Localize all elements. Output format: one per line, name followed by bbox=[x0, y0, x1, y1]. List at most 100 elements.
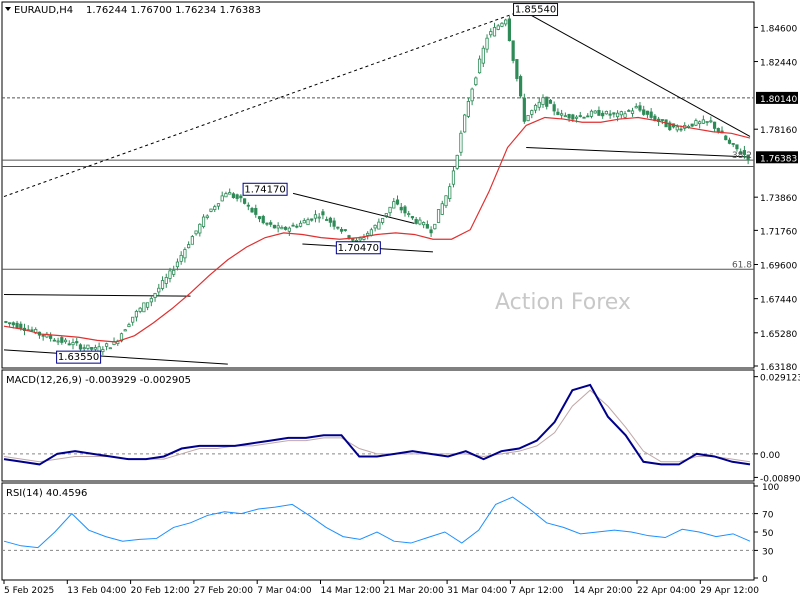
candle-body bbox=[373, 224, 377, 229]
macd-main-line bbox=[3, 383, 751, 466]
candle-body bbox=[388, 206, 392, 214]
candle-body bbox=[287, 227, 291, 232]
candle-body bbox=[146, 302, 150, 308]
candle-body bbox=[239, 195, 243, 199]
candle-body bbox=[49, 335, 53, 339]
candle-body bbox=[369, 229, 374, 236]
candle-body bbox=[608, 113, 612, 116]
dropdown-triangle-icon[interactable] bbox=[5, 7, 11, 11]
candle-body bbox=[78, 344, 83, 350]
price-tick-label: 1.69600 bbox=[760, 262, 797, 272]
rsi-tick-label: 100 bbox=[762, 483, 779, 493]
candle-body bbox=[731, 143, 735, 145]
time-axis: 5 Feb 2025 13 Feb 04:00 20 Feb 12:00 27 Feb… bbox=[3, 580, 759, 596]
candle-body bbox=[175, 261, 180, 268]
fibo-label: 38.2 bbox=[732, 151, 752, 161]
candle-body bbox=[422, 222, 426, 226]
moving-average-line bbox=[3, 116, 751, 343]
candle-body bbox=[451, 170, 456, 185]
candle-body bbox=[71, 342, 75, 346]
candle-body bbox=[645, 110, 650, 115]
candle-body bbox=[276, 225, 280, 229]
watermark: Action Forex bbox=[495, 290, 631, 315]
candle-body bbox=[313, 214, 318, 219]
candle-body bbox=[142, 302, 146, 313]
candle-body bbox=[709, 120, 713, 123]
price-tick-label: 1.82440 bbox=[760, 59, 797, 69]
swing-label-box bbox=[242, 182, 288, 196]
candle-body bbox=[377, 221, 381, 230]
candle-body bbox=[485, 37, 489, 50]
candle-body bbox=[261, 215, 265, 224]
candle-body bbox=[205, 215, 209, 218]
swing-label: 1.85540 bbox=[513, 3, 559, 17]
time-tick-label: 7 Mar 04:00 bbox=[257, 586, 312, 596]
candle-body bbox=[343, 229, 347, 231]
candle-body bbox=[160, 280, 165, 289]
trendline-2 bbox=[526, 147, 751, 158]
candle-body bbox=[574, 116, 579, 119]
price-tick-label: 1.67440 bbox=[760, 296, 797, 306]
candle-body bbox=[746, 154, 750, 161]
candle-body bbox=[104, 343, 109, 347]
candle-body bbox=[302, 220, 306, 224]
candle-body bbox=[15, 322, 19, 329]
candle-body bbox=[593, 110, 597, 114]
candle-body bbox=[354, 239, 359, 242]
candle-body bbox=[101, 349, 105, 353]
candle-body bbox=[563, 115, 567, 118]
candle-body bbox=[366, 232, 370, 236]
candle-body bbox=[627, 110, 631, 112]
macd-title: MACD(12,26,9) -0.003929 -0.002905 bbox=[6, 375, 191, 386]
level-tag-text: 1.80140 bbox=[760, 95, 797, 105]
candle-body bbox=[541, 97, 545, 105]
trendlines bbox=[3, 12, 751, 365]
swing-label: 1.70470 bbox=[335, 241, 381, 255]
candle-body bbox=[235, 194, 239, 199]
candle-body bbox=[198, 223, 202, 234]
candle-body bbox=[60, 337, 64, 343]
candle-body bbox=[634, 106, 638, 109]
level-tag bbox=[756, 91, 798, 104]
symbol-label: EURAUD,H4 bbox=[14, 5, 73, 16]
candle-body bbox=[615, 112, 620, 118]
candle-body bbox=[567, 114, 571, 119]
time-tick-label: 20 Feb 12:00 bbox=[131, 586, 190, 596]
time-tick-label: 29 Apr 12:00 bbox=[700, 586, 759, 596]
candle-body bbox=[545, 96, 549, 107]
fibo-label: 61.8 bbox=[732, 260, 752, 270]
candle-body bbox=[11, 322, 15, 326]
candle-body bbox=[213, 206, 217, 210]
candle-body bbox=[306, 219, 310, 226]
candle-body bbox=[56, 340, 60, 343]
candle-body bbox=[459, 132, 463, 153]
candle-body bbox=[209, 208, 213, 212]
candle-body bbox=[425, 224, 429, 229]
candle-body bbox=[455, 154, 459, 169]
candle-body bbox=[321, 211, 325, 216]
candle-body bbox=[492, 27, 497, 37]
candle-body bbox=[698, 121, 702, 125]
time-tick-label: 22 Apr 04:00 bbox=[637, 586, 696, 596]
swing-label-box bbox=[56, 350, 102, 364]
candle-body bbox=[254, 208, 258, 215]
candle-body bbox=[265, 222, 269, 225]
macd-lines bbox=[2, 383, 754, 466]
candle-body bbox=[619, 111, 623, 116]
candle-body bbox=[220, 195, 224, 202]
candle-body bbox=[194, 230, 198, 235]
candle-body bbox=[93, 347, 97, 350]
candle-body bbox=[530, 110, 534, 115]
candle-body bbox=[556, 111, 560, 115]
candle-body bbox=[511, 40, 515, 61]
candle-body bbox=[481, 47, 485, 64]
candle-body bbox=[712, 121, 717, 129]
macd-tick-label: -0.008901 bbox=[760, 474, 800, 484]
candle-body bbox=[694, 120, 698, 126]
candle-body bbox=[440, 203, 444, 215]
candle-body bbox=[463, 114, 467, 133]
candle-body bbox=[701, 119, 705, 124]
swing-label-text: 1.63550 bbox=[58, 352, 99, 363]
candle-body bbox=[384, 213, 388, 217]
candle-body bbox=[429, 229, 433, 234]
